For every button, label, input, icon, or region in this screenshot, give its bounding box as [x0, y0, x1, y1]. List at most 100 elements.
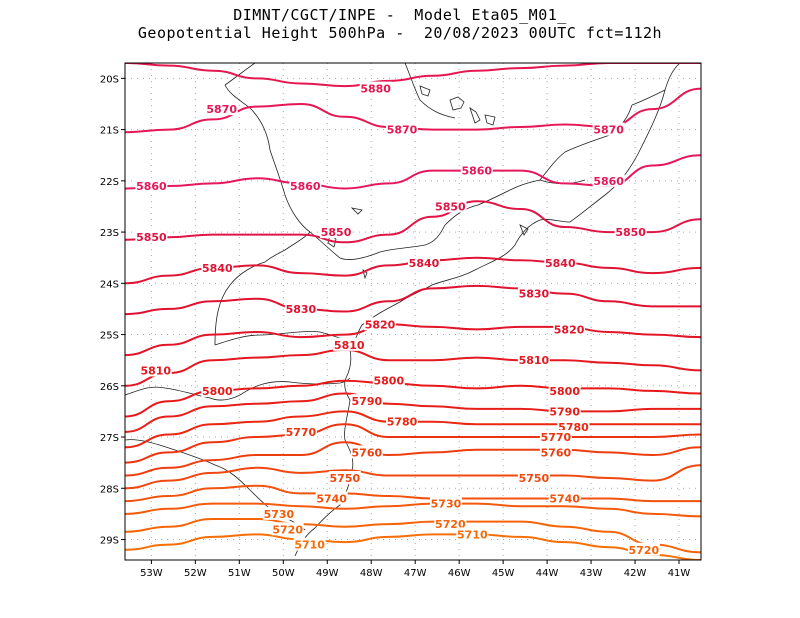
contour-label-bg [548, 491, 581, 505]
contour-label-bg [544, 255, 577, 269]
x-tick-label: 45W [492, 568, 515, 579]
contour-label-bg [627, 542, 660, 556]
y-tick-label: 23S [100, 228, 119, 239]
contour-label-bg [139, 363, 172, 377]
contour-5820 [125, 323, 701, 357]
x-tick-label: 48W [360, 568, 383, 579]
y-tick-label: 28S [100, 484, 119, 495]
y-tick-label: 20S [100, 74, 119, 85]
contour-label-bg [262, 506, 295, 520]
contour-label-bg [592, 173, 625, 187]
contour-label-bg [293, 537, 326, 551]
y-tick-label: 27S [100, 433, 119, 444]
contour-5760 [125, 441, 701, 477]
contour-5810 [125, 348, 701, 387]
x-tick-label: 50W [272, 568, 295, 579]
contour-label-bg [333, 337, 366, 351]
contour-label-bg [434, 199, 467, 213]
contour-label-bg [350, 445, 383, 459]
contour-label: 5740 [316, 493, 347, 506]
contour-5720 [125, 518, 701, 554]
contour-label-bg [553, 322, 586, 336]
contour-label: 5770 [541, 431, 572, 444]
x-tick-label: 51W [228, 568, 251, 579]
contour-label: 5740 [549, 493, 580, 506]
contour-label-bg [517, 353, 550, 367]
contour-label: 5790 [352, 395, 383, 408]
contour-label-bg [284, 424, 317, 438]
contour-label-bg [364, 317, 397, 331]
contour-label: 5750 [519, 472, 550, 485]
contour-label: 5760 [352, 446, 383, 459]
graticule [125, 63, 701, 560]
x-tick-label: 52W [184, 568, 207, 579]
y-tick-label: 24S [100, 279, 119, 290]
contour-label: 5830 [519, 288, 550, 301]
x-tick-label: 42W [624, 568, 647, 579]
contour-label-bg [359, 81, 392, 95]
contour-label-bg [592, 122, 625, 136]
contour-label: 5800 [549, 385, 580, 398]
coastline-and-borders [125, 63, 681, 557]
contour-label: 5750 [330, 472, 361, 485]
x-tick-label: 49W [316, 568, 339, 579]
contour-label: 5830 [286, 303, 317, 316]
axes: 53W 52W 51W 50W 49W 48W 47W 46W 45W 44W 43W 42W 41W 2… [100, 74, 691, 579]
contour-label: 5730 [431, 498, 462, 511]
contour-label: 5840 [545, 257, 576, 270]
contour-label: 5850 [435, 200, 466, 213]
contour-label: 5720 [629, 544, 660, 557]
contour-label-bg [328, 471, 361, 485]
contour-label: 5860 [461, 165, 492, 178]
contour-label: 5840 [202, 262, 233, 275]
contour-label-bg [386, 414, 419, 428]
plot-frame [124, 62, 702, 561]
contour-label-bg [456, 527, 489, 541]
contour-label-bg [614, 225, 647, 239]
contour-5850 [125, 200, 701, 244]
contour-label-bg [429, 496, 462, 510]
contour-label-bg [372, 373, 405, 387]
contour-label: 5860 [593, 175, 624, 188]
x-tick-label: 53W [140, 568, 163, 579]
contour-label: 5710 [294, 539, 325, 552]
contour-label-bg [320, 225, 353, 239]
contour-label: 5790 [549, 405, 580, 418]
y-tick-label: 25S [100, 331, 119, 342]
contour-label-bg [205, 102, 238, 116]
y-tick-label: 29S [100, 536, 119, 547]
chart-title-line2: Geopotential Height 500hPa - 20/08/2023 … [137, 24, 663, 42]
contour-label-bg [557, 419, 590, 433]
y-tick-label: 21S [100, 126, 119, 137]
contour-label: 5860 [290, 180, 321, 193]
chart-title-line1: DIMNT/CGCT/INPE - Model Eta05_M01_ [233, 6, 567, 24]
contour-label: 5880 [360, 83, 391, 96]
contour-labels: 5880 5870 5870 5870 5860 5860 5860 5860 5850 5850… [135, 81, 660, 557]
x-tick-label: 41W [668, 568, 691, 579]
contour-label-bg [289, 178, 322, 192]
contour-label: 5800 [374, 375, 405, 388]
contour-5750 [125, 464, 701, 490]
contour-label: 5810 [334, 339, 365, 352]
contour-label: 5780 [387, 416, 418, 429]
contour-label-bg [548, 404, 581, 418]
contour-label: 5720 [272, 523, 303, 536]
contour-label: 5810 [140, 364, 171, 377]
contour-label-bg [460, 163, 493, 177]
contour-label: 5850 [321, 226, 352, 239]
contour-label-bg [135, 230, 168, 244]
contour-label-bg [201, 383, 234, 397]
contour-label: 5800 [202, 385, 233, 398]
contour-label-bg [271, 522, 304, 536]
contour-label-bg [284, 301, 317, 315]
contour-label-bg [539, 430, 572, 444]
contour-5830 [125, 284, 701, 316]
contour-label: 5850 [136, 231, 167, 244]
contour-label-bg [407, 255, 440, 269]
contour-5710 [125, 533, 701, 560]
contour-5740 [125, 484, 701, 503]
contour-label-bg [315, 491, 348, 505]
y-tick-label: 22S [100, 177, 119, 188]
contour-label: 5770 [286, 426, 317, 439]
contour-label: 5760 [541, 446, 572, 459]
